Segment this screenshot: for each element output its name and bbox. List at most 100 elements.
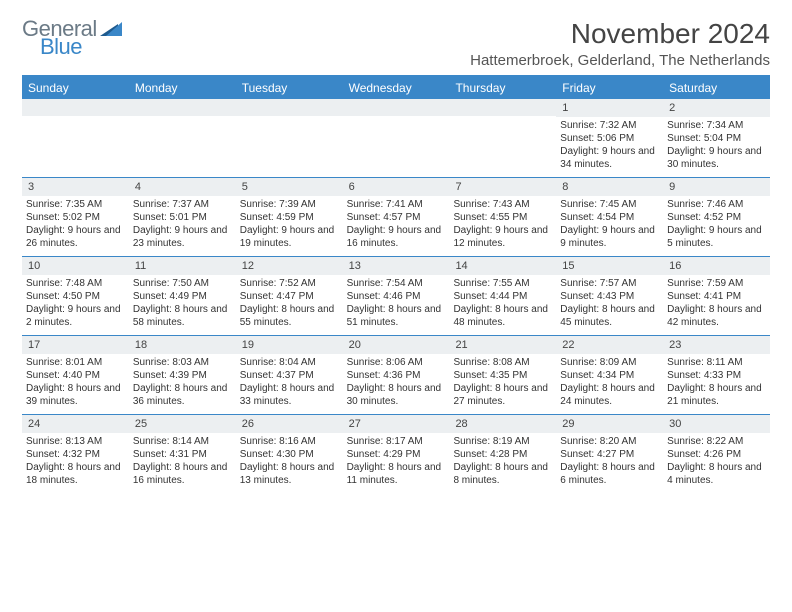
daylight-text: Daylight: 9 hours and 9 minutes. [560,224,659,250]
day-number: 25 [129,415,236,433]
sunset-text: Sunset: 4:33 PM [667,369,766,382]
day-number: 1 [556,99,663,117]
day-info: Sunrise: 7:34 AMSunset: 5:04 PMDaylight:… [663,119,770,171]
day-info: Sunrise: 8:17 AMSunset: 4:29 PMDaylight:… [343,435,450,487]
calendar-day-cell: 20Sunrise: 8:06 AMSunset: 4:36 PMDayligh… [343,336,450,414]
day-info: Sunrise: 8:19 AMSunset: 4:28 PMDaylight:… [449,435,556,487]
sunset-text: Sunset: 4:41 PM [667,290,766,303]
sunset-text: Sunset: 4:30 PM [240,448,339,461]
day-number: 27 [343,415,450,433]
sunset-text: Sunset: 4:44 PM [453,290,552,303]
daylight-text: Daylight: 9 hours and 5 minutes. [667,224,766,250]
day-number: 9 [663,178,770,196]
day-number: 29 [556,415,663,433]
sunrise-text: Sunrise: 8:17 AM [347,435,446,448]
day-number: 3 [22,178,129,196]
sunrise-text: Sunrise: 7:45 AM [560,198,659,211]
location-subtitle: Hattemerbroek, Gelderland, The Netherlan… [470,52,770,69]
daylight-text: Daylight: 8 hours and 30 minutes. [347,382,446,408]
calendar-day-cell: 29 Sunrise: 8:20 AMSunset: 4:27 PMDayligh… [556,415,663,493]
day-number: 28 [449,415,556,433]
calendar-day-cell: 21Sunrise: 8:08 AMSunset: 4:35 PMDayligh… [449,336,556,414]
daylight-text: Daylight: 8 hours and 48 minutes. [453,303,552,329]
sunset-text: Sunset: 4:50 PM [26,290,125,303]
calendar-day-cell: 2Sunrise: 7:34 AMSunset: 5:04 PMDaylight… [663,99,770,177]
day-number: 4 [129,178,236,196]
daylight-text: Daylight: 9 hours and 30 minutes. [667,145,766,171]
calendar-week-row: 17Sunrise: 8:01 AMSunset: 4:40 PMDayligh… [22,335,770,414]
calendar-day-cell: 12 Sunrise: 7:52 AMSunset: 4:47 PMDayligh… [236,257,343,335]
sunset-text: Sunset: 4:31 PM [133,448,232,461]
daylight-text: Daylight: 8 hours and 21 minutes. [667,382,766,408]
weekday-header: Thursday [449,77,556,99]
calendar-week-row: 1 Sunrise: 7:32 AMSunset: 5:06 PMDaylight… [22,99,770,177]
day-info: Sunrise: 8:06 AMSunset: 4:36 PMDaylight:… [343,356,450,408]
daylight-text: Daylight: 9 hours and 34 minutes. [560,145,659,171]
daylight-text: Daylight: 9 hours and 16 minutes. [347,224,446,250]
day-info: Sunrise: 7:35 AMSunset: 5:02 PMDaylight:… [22,198,129,250]
day-info: Sunrise: 7:32 AMSunset: 5:06 PMDaylight:… [556,119,663,171]
sunset-text: Sunset: 4:27 PM [560,448,659,461]
sunset-text: Sunset: 4:55 PM [453,211,552,224]
sunrise-text: Sunrise: 7:35 AM [26,198,125,211]
sunset-text: Sunset: 5:06 PM [560,132,659,145]
day-number: 6 [343,178,450,196]
day-info: Sunrise: 7:52 AMSunset: 4:47 PMDaylight:… [236,277,343,329]
sunrise-text: Sunrise: 8:08 AM [453,356,552,369]
sunrise-text: Sunrise: 7:59 AM [667,277,766,290]
calendar-day-cell: 28 Sunrise: 8:19 AMSunset: 4:28 PMDayligh… [449,415,556,493]
day-number [22,99,129,116]
sunset-text: Sunset: 4:35 PM [453,369,552,382]
day-number: 10 [22,257,129,275]
daylight-text: Daylight: 8 hours and 8 minutes. [453,461,552,487]
day-number: 8 [556,178,663,196]
day-info: Sunrise: 7:55 AMSunset: 4:44 PMDaylight:… [449,277,556,329]
sunset-text: Sunset: 5:04 PM [667,132,766,145]
daylight-text: Daylight: 8 hours and 4 minutes. [667,461,766,487]
sunrise-text: Sunrise: 8:04 AM [240,356,339,369]
logo-text-blue: Blue [40,36,122,58]
calendar-day-cell: 23Sunrise: 8:11 AMSunset: 4:33 PMDayligh… [663,336,770,414]
calendar-day-cell: 14Sunrise: 7:55 AMSunset: 4:44 PMDayligh… [449,257,556,335]
calendar-day-cell: 13Sunrise: 7:54 AMSunset: 4:46 PMDayligh… [343,257,450,335]
day-number: 5 [236,178,343,196]
day-info: Sunrise: 7:43 AMSunset: 4:55 PMDaylight:… [449,198,556,250]
page-header: General Blue November 2024 Hattemerbroek… [22,18,770,69]
sunrise-text: Sunrise: 8:09 AM [560,356,659,369]
day-number: 26 [236,415,343,433]
calendar-week-row: 3Sunrise: 7:35 AMSunset: 5:02 PMDaylight… [22,177,770,256]
day-info: Sunrise: 7:46 AMSunset: 4:52 PMDaylight:… [663,198,770,250]
day-info: Sunrise: 7:59 AMSunset: 4:41 PMDaylight:… [663,277,770,329]
daylight-text: Daylight: 8 hours and 18 minutes. [26,461,125,487]
day-number: 22 [556,336,663,354]
day-number: 18 [129,336,236,354]
calendar-day-cell [236,99,343,177]
calendar-day-cell: 4Sunrise: 7:37 AMSunset: 5:01 PMDaylight… [129,178,236,256]
weekday-header: Saturday [663,77,770,99]
sunrise-text: Sunrise: 8:01 AM [26,356,125,369]
sunset-text: Sunset: 4:29 PM [347,448,446,461]
calendar-day-cell: 16Sunrise: 7:59 AMSunset: 4:41 PMDayligh… [663,257,770,335]
day-info: Sunrise: 8:08 AMSunset: 4:35 PMDaylight:… [449,356,556,408]
calendar-day-cell: 17Sunrise: 8:01 AMSunset: 4:40 PMDayligh… [22,336,129,414]
daylight-text: Daylight: 9 hours and 2 minutes. [26,303,125,329]
day-info: Sunrise: 7:48 AMSunset: 4:50 PMDaylight:… [22,277,129,329]
day-number: 11 [129,257,236,275]
sunset-text: Sunset: 4:36 PM [347,369,446,382]
logo: General Blue [22,18,122,58]
daylight-text: Daylight: 8 hours and 42 minutes. [667,303,766,329]
sunrise-text: Sunrise: 8:11 AM [667,356,766,369]
calendar-week-row: 10 Sunrise: 7:48 AMSunset: 4:50 PMDayligh… [22,256,770,335]
sunrise-text: Sunrise: 7:46 AM [667,198,766,211]
day-info: Sunrise: 8:20 AMSunset: 4:27 PMDaylight:… [556,435,663,487]
day-info: Sunrise: 7:39 AMSunset: 4:59 PMDaylight:… [236,198,343,250]
sunrise-text: Sunrise: 7:52 AM [240,277,339,290]
sunrise-text: Sunrise: 7:43 AM [453,198,552,211]
calendar-day-cell: 6Sunrise: 7:41 AMSunset: 4:57 PMDaylight… [343,178,450,256]
day-number: 12 [236,257,343,275]
sunset-text: Sunset: 5:02 PM [26,211,125,224]
daylight-text: Daylight: 8 hours and 36 minutes. [133,382,232,408]
calendar-day-cell: 8Sunrise: 7:45 AMSunset: 4:54 PMDaylight… [556,178,663,256]
day-info: Sunrise: 8:14 AMSunset: 4:31 PMDaylight:… [129,435,236,487]
day-number: 30 [663,415,770,433]
